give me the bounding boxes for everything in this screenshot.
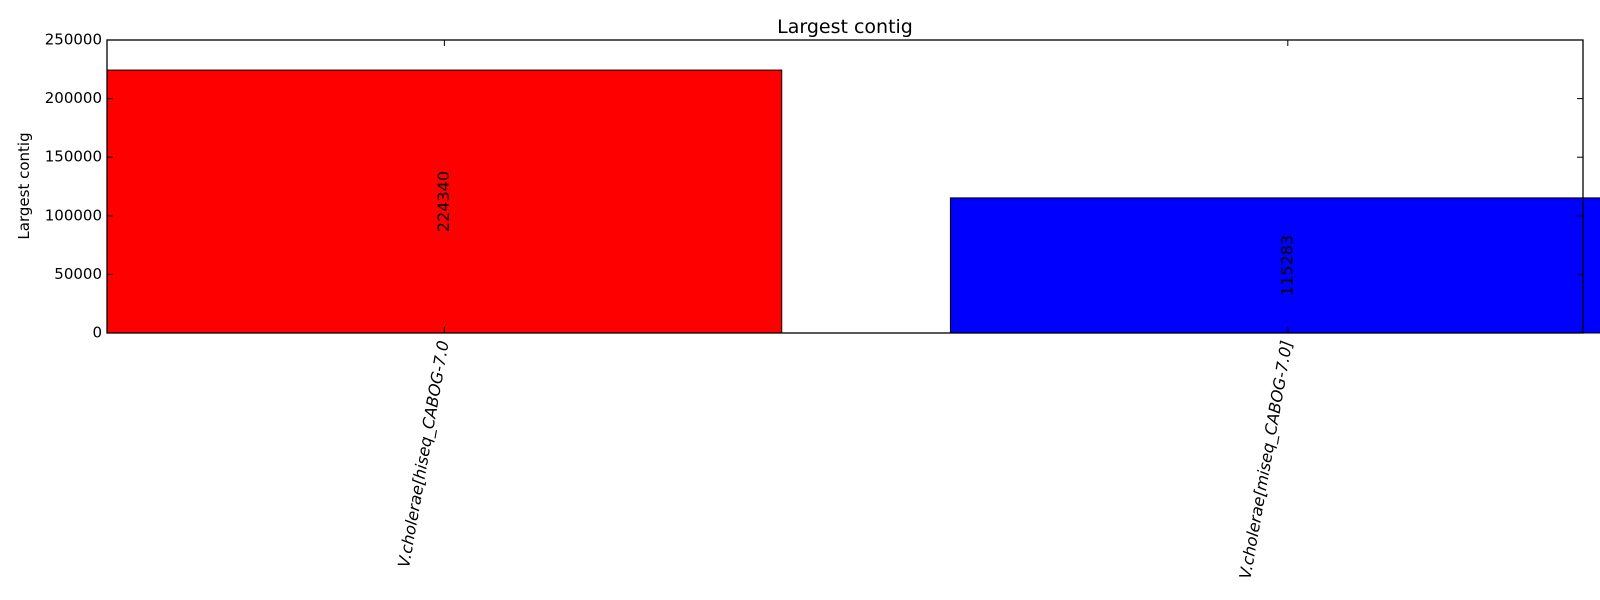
x-category-label-1: V.cholerae[hiseq_CABOG-7.0 — [394, 339, 454, 569]
bar-value-label-2: 115283 — [1277, 235, 1296, 296]
x-category-label-2: V.cholerae[miseq_CABOG-7.0] — [1236, 339, 1298, 580]
y-axis-label: Largest contig — [15, 132, 33, 239]
chart-title: Largest contig — [777, 16, 913, 38]
bar-1 — [106, 69, 783, 334]
y-tick-label-1: 0 — [92, 324, 102, 342]
bar-value-label-1: 224340 — [434, 171, 453, 232]
y-tick-label-4: 150000 — [45, 148, 102, 166]
y-tick-label-6: 250000 — [45, 31, 102, 49]
bars-layer — [106, 69, 1600, 334]
y-tick-label-5: 200000 — [45, 89, 102, 107]
ticks-layer: 0 50000 100000 150000 200000 250000 — [45, 31, 1583, 342]
y-tick-label-3: 100000 — [45, 206, 102, 224]
plot-frame — [106, 39, 1584, 334]
value-labels-layer: 224340 115283 — [434, 171, 1296, 296]
bar-2 — [949, 197, 1600, 334]
y-tick-label-2: 50000 — [54, 265, 102, 283]
category-labels-layer: V.cholerae[hiseq_CABOG-7.0 V.cholerae[mis… — [394, 339, 1297, 580]
